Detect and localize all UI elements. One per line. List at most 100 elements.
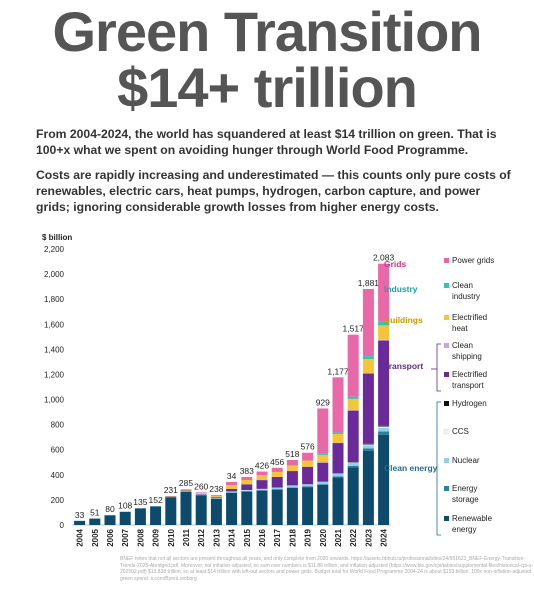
bar-segment — [378, 263, 390, 322]
bar-segment — [332, 377, 344, 433]
bar-segment — [286, 485, 298, 488]
legend-swatch — [444, 258, 449, 263]
bar-segment — [256, 490, 268, 525]
bar-total-label: 576 — [301, 442, 315, 452]
legend-swatch — [444, 372, 449, 377]
bar-segment — [347, 462, 359, 464]
bar-segment — [302, 487, 314, 525]
bar-segment — [302, 484, 314, 487]
bar-segment — [226, 485, 238, 489]
bar-segment — [378, 434, 390, 525]
bar-segment — [378, 431, 390, 435]
y-tick-label: 1,400 — [44, 345, 65, 354]
bar-total-label: 231 — [164, 485, 178, 495]
bar-segment — [378, 340, 390, 426]
bar-segment — [271, 476, 283, 488]
legend-item-label: Hydrogen — [452, 399, 487, 408]
legend-item-label: Power grids — [452, 256, 494, 265]
bar-total-label: 1,177 — [327, 366, 349, 376]
bar-segment — [286, 487, 298, 525]
legend-item-label: storage — [452, 495, 479, 504]
bar-segment — [317, 484, 329, 525]
bar-segment — [134, 508, 146, 525]
bar-segment — [317, 408, 329, 454]
bar-segment — [180, 490, 192, 492]
bar-segment — [378, 427, 390, 432]
bar-segment — [241, 476, 253, 480]
y-tick-label: 1,200 — [44, 370, 65, 379]
cost-paragraph: Costs are rapidly increasing and underes… — [36, 168, 511, 214]
bar-total-label: 383 — [240, 466, 254, 476]
legend-item-label: heat — [452, 324, 468, 333]
bar-segment — [210, 498, 222, 525]
bar-segment — [362, 448, 374, 451]
bar-segment — [378, 425, 390, 427]
y-axis-label: $ billion — [42, 233, 72, 242]
bar-total-label: 152 — [149, 495, 163, 505]
bar-segment — [286, 465, 298, 472]
bar-segment — [195, 492, 207, 494]
legend-group-label: Transport — [384, 361, 423, 371]
x-tick-label: 2019 — [304, 528, 313, 546]
legend-item-label: Energy — [452, 484, 477, 493]
bar-segment — [332, 476, 344, 478]
bar-segment — [89, 518, 101, 525]
legend-item-label: energy — [452, 525, 476, 534]
bar-segment — [362, 359, 374, 373]
bar-total-label: 1,517 — [343, 324, 365, 334]
bar-segment — [286, 460, 298, 466]
bar-total-label: 426 — [255, 461, 269, 471]
y-tick-label: 800 — [51, 421, 65, 430]
bar-segment — [226, 488, 238, 492]
bar-segment — [241, 491, 253, 525]
bar-segment — [286, 487, 298, 488]
bar-segment — [150, 505, 162, 507]
x-tick-label: 2012 — [197, 528, 206, 546]
legend-swatch — [444, 458, 449, 463]
bar-total-label: 260 — [194, 481, 208, 491]
bar-segment — [347, 334, 359, 397]
legend-swatch — [443, 428, 450, 435]
bar-total-label: 518 — [285, 449, 299, 459]
bar-segment — [271, 487, 283, 490]
bar-segment — [226, 491, 238, 493]
x-tick-label: 2014 — [228, 528, 237, 546]
bar-total-label: 2,083 — [373, 253, 395, 263]
legend-swatch — [444, 283, 449, 288]
x-tick-label: 2006 — [106, 528, 115, 546]
bar-total-label: 108 — [118, 500, 132, 510]
bar-segment — [286, 471, 298, 486]
y-tick-label: 600 — [51, 446, 65, 455]
x-tick-label: 2008 — [136, 528, 145, 546]
bar-segment — [362, 356, 374, 360]
legend-group-label: Buildings — [384, 315, 423, 325]
bar-segment — [317, 453, 329, 455]
bar-segment — [347, 465, 359, 468]
bar-segment — [332, 433, 344, 443]
legend-item-label: Clean — [452, 281, 473, 290]
bar-total-label: 238 — [209, 484, 223, 494]
bar-segment — [165, 497, 177, 525]
legend-item-label: CCS — [452, 427, 469, 436]
bar-segment — [195, 494, 207, 496]
x-tick-label: 2011 — [182, 528, 191, 546]
x-tick-label: 2022 — [349, 528, 358, 546]
x-tick-label: 2023 — [364, 528, 373, 546]
legend-group-label: Industry — [384, 284, 418, 294]
y-tick-label: 400 — [51, 471, 65, 480]
bar-segment — [256, 480, 268, 489]
bar-segment — [302, 460, 314, 467]
bar-segment — [195, 493, 207, 495]
bar-segment — [362, 450, 374, 525]
x-tick-label: 2013 — [212, 528, 221, 546]
bar-segment — [347, 467, 359, 525]
bar-segment — [180, 491, 192, 525]
bar-segment — [74, 520, 86, 525]
bar-total-label: 80 — [105, 504, 115, 514]
bar-segment — [332, 473, 344, 477]
bar-total-label: 1,881 — [358, 278, 380, 288]
bar-segment — [302, 466, 314, 485]
bar-segment — [241, 484, 253, 490]
bar-total-label: 135 — [133, 497, 147, 507]
y-tick-label: 200 — [51, 496, 65, 505]
